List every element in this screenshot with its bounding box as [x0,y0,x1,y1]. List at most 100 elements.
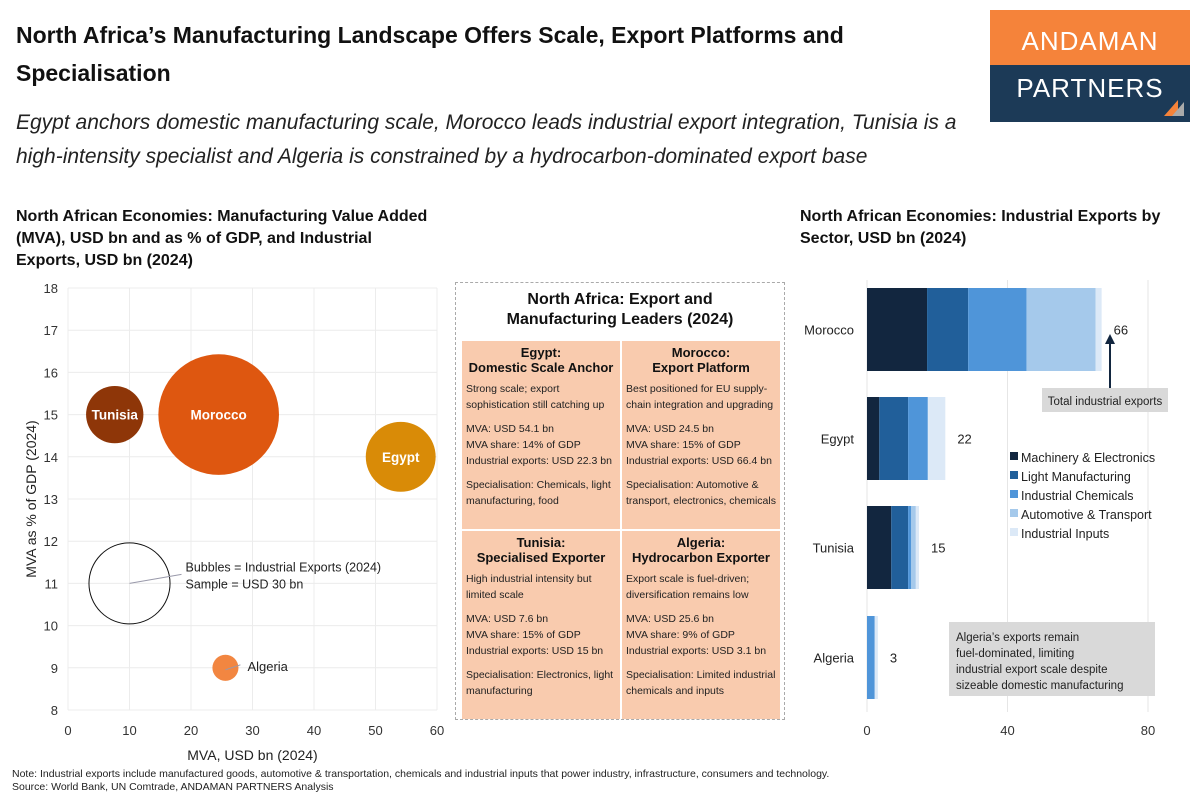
card-share: MVA share: 15% of GDP [626,439,741,451]
bar-segment [867,506,892,589]
card-stats: MVA: USD 54.1 bn MVA share: 14% of GDP Ind… [466,421,616,469]
bar-segment [867,616,875,699]
bar-segment [1026,288,1096,371]
leaders-panel: North Africa: Export and Manufacturing L… [455,282,785,720]
bar-chart-title: North African Economies: Industrial Expo… [800,208,1161,247]
x-tick-label: 40 [1000,723,1014,738]
sample-label: Sample = USD 30 bn [186,577,304,591]
bar-segment [915,506,919,589]
bar-total-label: 3 [890,651,897,666]
bar-segment [911,506,916,589]
arrow-head-icon [1105,334,1115,344]
y-tick-label: 14 [44,450,58,465]
card-share: MVA share: 9% of GDP [626,629,735,641]
card-mva: MVA: USD 54.1 bn [466,423,554,435]
card-role: Hydrocarbon Exporter [632,550,770,565]
category-label: Egypt [821,432,855,447]
algeria-annotation-line: Algeria’s exports remain [956,632,1079,644]
bar-segment [908,506,912,589]
bar-segment [891,506,909,589]
algeria-annotation-line: industrial export scale despite [956,664,1108,676]
x-tick-label: 20 [184,723,198,738]
bubble-algeria [212,654,239,681]
card-exports: Industrial exports: USD 66.4 bn [626,455,772,467]
card-specialisation: Specialisation: Automotive & transport, … [626,479,776,507]
card-specialisation: Specialisation: Electronics, light manuf… [466,669,614,697]
sample-label: Bubbles = Industrial Exports (2024) [186,560,382,574]
y-tick-label: 17 [44,323,58,338]
algeria-annotation-box [949,622,1155,696]
card-exports: Industrial exports: USD 22.3 bn [466,455,612,467]
card-stats: MVA: USD 25.6 bn MVA share: 9% of GDP Indu… [626,611,776,659]
legend-label: Machinery & Electronics [1021,451,1155,465]
footer: Note: Industrial exports include manufac… [12,768,829,794]
y-tick-label: 8 [51,703,58,718]
bar-total-label: 15 [931,541,945,556]
bar-segment [1095,288,1102,371]
card-share: MVA share: 15% of GDP [466,629,581,641]
x-tick-label: 60 [430,723,444,738]
bubble-morocco [158,354,279,475]
legend-label: Automotive & Transport [1021,508,1152,522]
card-country: Egypt: [520,345,562,360]
legend-swatch [1010,471,1018,479]
x-tick-label: 0 [863,723,870,738]
legend-swatch [1010,490,1018,498]
x-tick-label: 0 [64,723,71,738]
card-specialisation: Specialisation: Chemicals, light manufac… [466,479,611,507]
footer-note: Note: Industrial exports include manufac… [12,768,830,780]
card-exports: Industrial exports: USD 3.1 bn [626,645,767,657]
sample-bubble [88,542,171,625]
bubble-egypt [365,421,436,492]
category-label: Morocco [804,323,854,338]
bubble-chart: 0 10 20 30 40 50 60 8 9 10 11 12 13 14 15 16 17 18 MVA, US… [23,281,444,763]
card-heading: Morocco: Export Platform [626,345,776,375]
x-tick-label: 50 [368,723,382,738]
card-stats: MVA: USD 24.5 bn MVA share: 15% of GDP Ind… [626,421,776,469]
leader-card: Algeria: Hydrocarbon Exporter Export scal… [622,531,780,719]
bar-segment [867,288,928,371]
bar-segment [908,397,928,480]
legend-swatch [1010,528,1018,536]
card-description: Strong scale; export sophistication stil… [466,383,605,411]
y-tick-label: 18 [44,281,58,296]
bar-segment [927,288,969,371]
legend-label: Industrial Chemicals [1021,489,1134,503]
bubble-label: Morocco [191,408,247,423]
x-tick-label: 40 [307,723,321,738]
x-tick-label: 80 [1141,723,1155,738]
logo: ANDAMAN PARTNERS [990,10,1190,122]
category-label: Algeria [814,651,855,666]
total-annotation: Total industrial exports [1048,396,1163,408]
algeria-annotation-line: fuel-dominated, limiting [956,648,1074,660]
y-tick-label: 16 [44,365,58,380]
bar-segment [928,397,946,480]
card-mva: MVA: USD 25.6 bn [626,613,714,625]
card-country: Tunisia: [516,535,566,550]
card-heading: Algeria: Hydrocarbon Exporter [626,535,776,565]
card-mva: MVA: USD 7.6 bn [466,613,549,625]
sample-leader-line [129,573,182,584]
bubble-tunisia [86,385,144,444]
card-country: Morocco: [671,345,731,360]
footer-source: Source: World Bank, UN Comtrade, ANDAMAN… [12,781,334,793]
card-role: Specialised Exporter [476,550,606,565]
legend-label: Industrial Inputs [1021,527,1109,541]
leaders-grid: Egypt: Domestic Scale Anchor Strong scale… [462,341,780,719]
logo-text: PARTNERS [1016,73,1164,103]
category-label: Tunisia [813,541,855,556]
legend-label: Light Manufacturing [1021,470,1131,484]
logo-mark-icon [1164,100,1184,116]
bar-chart: 0 40 80 Morocco 66 Egypt 22 Tunisia 15 Algeria 3 To… [804,280,1168,738]
card-role: Export Platform [652,360,750,375]
card-role: Domestic Scale Anchor [468,360,614,375]
panel-title: North Africa: Export and Manufacturing L… [506,291,734,328]
logo-line1: ANDAMAN [990,10,1190,65]
y-tick-label: 15 [44,408,58,423]
y-tick-label: 13 [44,492,58,507]
algeria-annotation-line: sizeable domestic manufacturing [956,680,1123,692]
card-share: MVA share: 14% of GDP [466,439,581,451]
bubble-label: Egypt [382,450,420,465]
card-description: Best positioned for EU supply-chain inte… [626,383,774,411]
x-tick-label: 10 [122,723,136,738]
